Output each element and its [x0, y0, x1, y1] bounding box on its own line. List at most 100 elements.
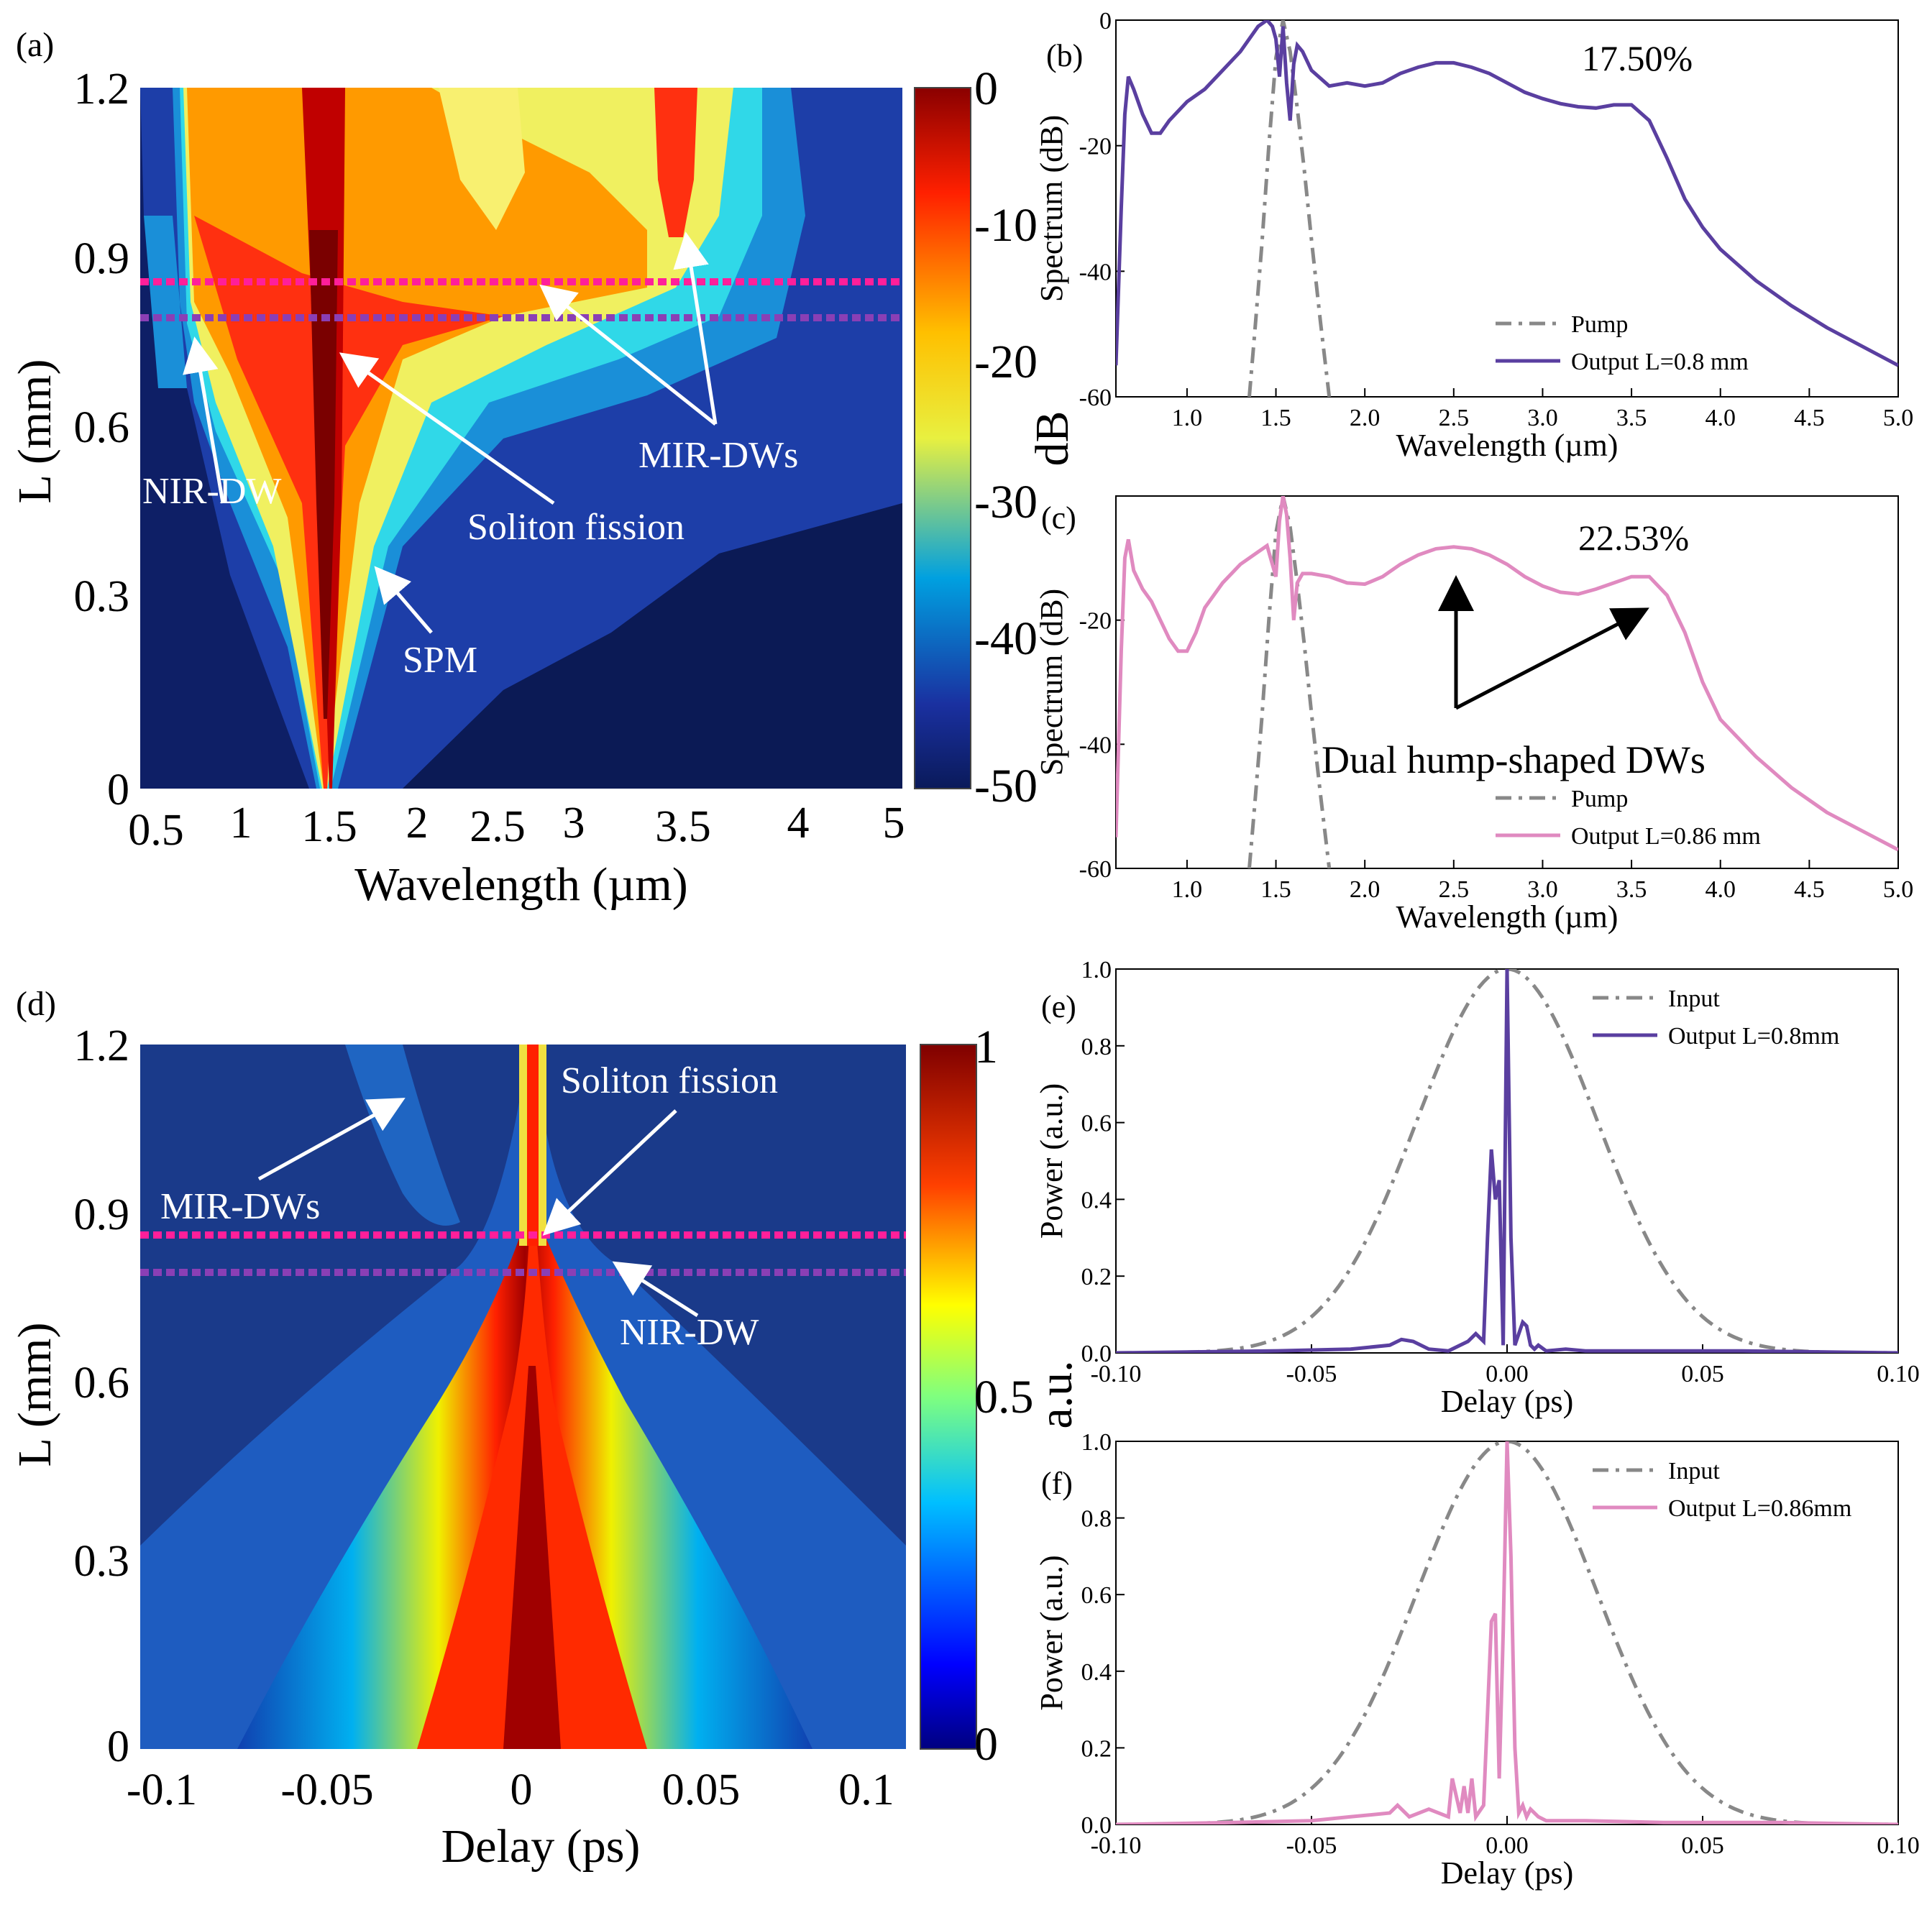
- panel-d: (d) Soliton fission MIR-DWs NIR-DW -0.1 …: [9, 985, 1082, 1873]
- x-tick-label: 5: [883, 799, 905, 848]
- x-tick-label: 4.5: [1794, 876, 1825, 903]
- legend-label: Output L=0.86 mm: [1571, 823, 1761, 850]
- y-tick-label: 0.6: [1081, 1111, 1112, 1137]
- panel-label-f: (f): [1041, 1466, 1073, 1501]
- x-tick-label: 2.0: [1350, 405, 1381, 431]
- x-tick-label: 0.1: [838, 1766, 894, 1814]
- y-tick-label: 0.3: [74, 572, 130, 621]
- x-tick-label: 2.5: [1439, 405, 1470, 431]
- y-ticks-d: 0 0.3 0.6 0.9 1.2: [74, 1022, 130, 1771]
- panel-a: (a) NIR-DW Soliton fission MIR-DWs SPM: [9, 26, 1079, 911]
- x-tick-label: 0: [511, 1766, 533, 1814]
- annotation-fission-d: Soliton fission: [561, 1060, 778, 1101]
- x-tick-label: 4: [787, 799, 810, 848]
- legend-label: Input: [1668, 986, 1720, 1012]
- plot-frame-c: [1115, 495, 1899, 869]
- x-tick-label: -0.05: [1286, 1832, 1337, 1859]
- y-tick-label: 1.2: [74, 65, 130, 114]
- y-tick-label: -60: [1079, 856, 1112, 883]
- legend-label: Input: [1668, 1458, 1720, 1484]
- x-tick-label: 1.5: [301, 802, 357, 851]
- y-tick-label: 0.2: [1081, 1735, 1112, 1762]
- annotation-nirdw-a: NIR-DW: [142, 471, 282, 512]
- y-tick-label: 0.8: [1081, 1506, 1112, 1533]
- x-tick-label: 2.5: [470, 802, 526, 851]
- annotation-efficiency-b: 17.50%: [1582, 38, 1693, 78]
- y-tick-label: -60: [1079, 385, 1112, 411]
- colorbar-ticks-d: 1 0.5 0: [974, 1021, 1034, 1771]
- y-axis-label-d: L (mm): [9, 1323, 61, 1467]
- x-tick-label: 0.10: [1877, 1832, 1920, 1859]
- y-tick-label: 0.0: [1081, 1341, 1112, 1367]
- y-tick-label: 1.2: [74, 1022, 130, 1070]
- y-axis-label-a: L (mm): [9, 359, 61, 504]
- panel-e: (e) -0.10 -0.05 0.00 0.05 0.10 0.0 0.2 0.4 0.6 0.8…: [1034, 957, 1920, 1419]
- y-tick-label: 0.3: [74, 1537, 130, 1586]
- series-line-output-b: [1116, 20, 1898, 367]
- heatmap-a-image: [140, 88, 902, 789]
- x-tick-label: 0.5: [128, 806, 184, 855]
- y-tick-label: 0.4: [1081, 1659, 1112, 1686]
- y-tick-label: 1.0: [1081, 957, 1112, 983]
- arrow-nirdw-d: [612, 1261, 699, 1318]
- colorbar-label-d: a.u.: [1030, 1360, 1082, 1428]
- colorbar-a: [914, 87, 971, 789]
- arrow-spm-a: [374, 566, 433, 634]
- x-tick-label: 1: [230, 799, 252, 848]
- x-ticks-a: 0.5 1 1.5 2 2.5 3 3.5 4 5: [128, 799, 905, 855]
- colorbar-tick: -10: [974, 199, 1038, 252]
- x-tick-label: 4.0: [1705, 876, 1736, 903]
- heatmap-d-image: [140, 1045, 906, 1749]
- y-ticks-a: 0 0.3 0.6 0.9 1.2: [74, 65, 130, 814]
- annotation-nirdw-d: NIR-DW: [620, 1312, 759, 1353]
- legend-label: Pump: [1571, 786, 1628, 812]
- x-tick-label: 5.0: [1883, 876, 1914, 903]
- panel-label-d: (d): [16, 985, 56, 1023]
- panel-b: (b) 1.0 1.5 2.0 2.5 3.0 3.5 4.0 4.5 5.0 0 -20 -40 -60…: [1034, 8, 1913, 463]
- y-tick-label: 0: [1099, 8, 1112, 35]
- colorbar-tick: 0.5: [974, 1371, 1034, 1423]
- x-axis-label-e: Delay (ps): [1441, 1384, 1574, 1419]
- colorbar-tick: -40: [974, 612, 1038, 665]
- x-tick-label: 4.5: [1794, 405, 1825, 431]
- y-tick-label: 0: [107, 1722, 129, 1771]
- x-tick-label: 1.0: [1172, 405, 1203, 431]
- legend-label: Output L=0.8mm: [1668, 1023, 1839, 1050]
- series-line-input-e: [1116, 969, 1898, 1353]
- x-tick-label: 2.0: [1350, 876, 1381, 903]
- x-tick-label: 3: [563, 799, 585, 848]
- y-tick-label: 0.2: [1081, 1264, 1112, 1290]
- colorbar-tick: -20: [974, 336, 1038, 388]
- series-line-input-f: [1116, 1441, 1898, 1824]
- panel-f: (f) -0.10 -0.05 0.00 0.05 0.10 0.0 0.2 0.4 0.6 0.8…: [1034, 1429, 1920, 1891]
- colorbar-tick: 0: [974, 1718, 998, 1771]
- arrow-mirdw1-a: [539, 284, 717, 426]
- annotation-efficiency-c: 22.53%: [1578, 518, 1689, 558]
- y-tick-label: 0: [107, 766, 129, 814]
- arrow-mirdw2-a: [673, 231, 718, 425]
- x-tick-label: 4.0: [1705, 405, 1736, 431]
- colorbar-ticks-a: 0 -10 -20 -30 -40 -50: [974, 63, 1038, 812]
- x-tick-label: 3.0: [1527, 876, 1558, 903]
- x-axis-label-d: Delay (ps): [441, 1820, 641, 1873]
- y-axis-label-e: Power (a.u.): [1034, 1083, 1069, 1239]
- colorbar-tick: 1: [974, 1021, 998, 1073]
- y-axis-label-b: Spectrum (dB): [1034, 115, 1069, 302]
- legend-label: Pump: [1571, 311, 1628, 338]
- legend-label: Output L=0.86mm: [1668, 1495, 1851, 1522]
- y-axis-label-f: Power (a.u.): [1034, 1555, 1069, 1710]
- colorbar-label-a: dB: [1026, 410, 1079, 466]
- arrow-nirdw-a: [183, 336, 225, 504]
- y-tick-label: 0.4: [1081, 1187, 1112, 1213]
- y-tick-label: 0.9: [74, 1190, 130, 1239]
- colorbar-d: [920, 1044, 977, 1750]
- x-tick-label: 0.05: [1681, 1361, 1724, 1387]
- x-tick-label: 1.0: [1172, 876, 1203, 903]
- y-axis-label-c: Spectrum (dB): [1034, 589, 1069, 776]
- x-tick-label: 3.0: [1527, 405, 1558, 431]
- x-tick-label: 0.05: [1681, 1832, 1724, 1859]
- legend-label: Output L=0.8 mm: [1571, 349, 1749, 375]
- x-axis-label-b: Wavelength (µm): [1396, 428, 1619, 463]
- series-line-output-e: [1116, 969, 1898, 1353]
